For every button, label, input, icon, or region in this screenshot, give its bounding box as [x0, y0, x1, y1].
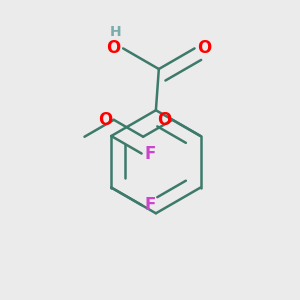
Text: H: H: [110, 25, 122, 39]
Text: O: O: [106, 39, 120, 57]
Text: O: O: [197, 39, 212, 57]
Text: O: O: [98, 111, 112, 129]
Text: O: O: [157, 111, 171, 129]
Text: F: F: [145, 196, 156, 214]
Text: F: F: [145, 145, 156, 163]
